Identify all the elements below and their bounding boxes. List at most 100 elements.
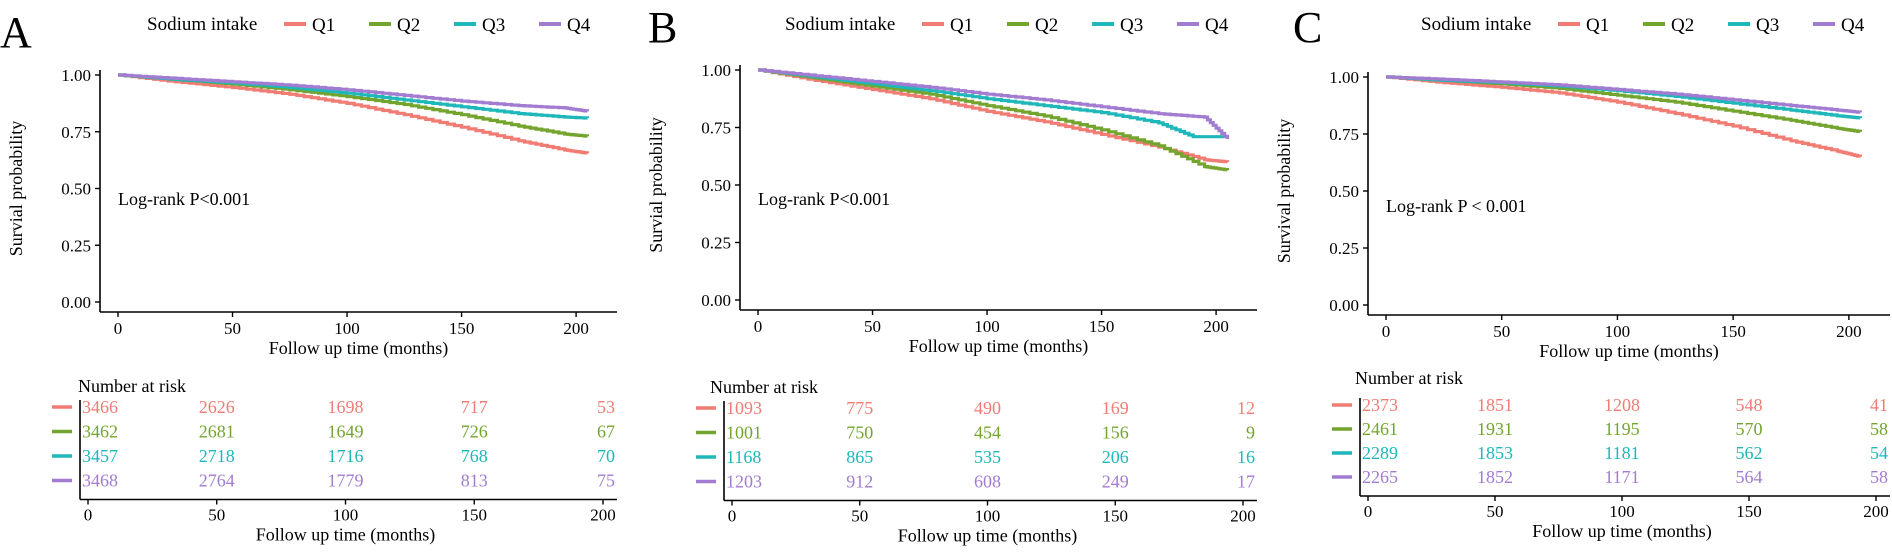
y-tick-label: 0.75 [701,119,731,138]
legend-label-q4: Q4 [1841,15,1865,36]
risk-value: 1698 [328,397,364,417]
risk-value: 169 [1102,398,1129,418]
curve-q1 [758,68,1230,164]
risk-value: 3468 [82,471,118,491]
log-rank-annotation: Log-rank P<0.001 [758,189,890,209]
risk-value: 2289 [1362,443,1398,463]
y-tick-label: 0.00 [61,293,91,312]
risk-value: 156 [1102,423,1129,443]
risk-value: 1195 [1604,419,1639,439]
risk-x-tick-label: 150 [462,506,488,525]
risk-x-axis-title: Follow up time (months) [256,525,436,546]
risk-value: 2764 [199,471,235,491]
risk-value: 726 [461,422,488,442]
curve-q3 [758,68,1228,139]
legend-title: Sodium intake [785,14,895,35]
risk-x-tick-label: 150 [1736,502,1762,521]
risk-value: 608 [974,472,1001,492]
risk-value: 54 [1870,443,1888,463]
risk-table-title: Number at risk [710,377,818,397]
x-tick-label: 100 [974,317,1000,336]
x-tick-label: 150 [1720,322,1746,341]
risk-value: 1853 [1477,443,1513,463]
risk-x-tick-label: 100 [1609,502,1635,521]
y-tick-label: 0.25 [1329,239,1359,258]
legend-label-q2: Q2 [1671,15,1694,36]
risk-x-tick-label: 50 [851,507,868,526]
x-tick-label: 100 [334,319,360,338]
risk-value: 535 [974,447,1001,467]
risk-value: 58 [1870,467,1888,487]
legend-label-q4: Q4 [1205,15,1229,36]
risk-value: 12 [1237,398,1255,418]
risk-x-tick-label: 200 [590,506,616,525]
x-tick-label: 0 [114,319,123,338]
legend-label-q3: Q3 [482,15,505,36]
curve-q4 [118,73,590,113]
x-axis-title: Follow up time (months) [1539,341,1719,362]
risk-x-tick-label: 0 [84,506,93,525]
risk-table-title: Number at risk [78,376,186,396]
y-tick-label: 1.00 [61,66,91,85]
y-tick-label: 0.75 [61,123,91,142]
y-tick-label: 0.25 [61,236,91,255]
curve-q4 [1386,75,1862,114]
risk-value: 1851 [1477,395,1513,415]
risk-value: 70 [597,446,615,466]
panel-c: C Sodium intake Q1 Q2 Q3 Q4 0.00 0.25 0.50 0.75 1.… [1274,3,1890,542]
legend-label-q1: Q1 [312,15,335,36]
risk-value: 717 [461,397,488,417]
risk-value: 564 [1736,467,1763,487]
risk-value: 2461 [1362,419,1398,439]
x-tick-label: 0 [1382,322,1391,341]
y-axis-title: Survial probability [6,121,26,256]
curve-q1 [118,73,590,155]
risk-value: 9 [1246,423,1255,443]
risk-value: 2265 [1362,467,1398,487]
risk-value: 865 [846,447,873,467]
risk-value: 1779 [328,471,364,491]
x-tick-label: 200 [1203,317,1229,336]
legend-title: Sodium intake [1421,14,1531,35]
risk-value: 1168 [726,447,761,467]
legend-label-q3: Q3 [1120,15,1143,36]
panel-label: C [1293,3,1322,52]
risk-value: 750 [846,423,873,443]
risk-table-title: Number at risk [1355,368,1463,388]
risk-value: 813 [461,471,488,491]
risk-value: 67 [597,422,615,442]
risk-value: 3466 [82,397,118,417]
risk-value: 1093 [726,398,762,418]
risk-value: 1001 [726,423,762,443]
x-tick-label: 0 [754,317,763,336]
y-tick-label: 1.00 [701,61,731,80]
risk-value: 1208 [1604,395,1640,415]
legend-label-q3: Q3 [1756,15,1779,36]
risk-value: 570 [1736,419,1763,439]
y-axis-title: Survial probability [646,117,666,252]
risk-x-tick-label: 50 [208,506,225,525]
risk-value: 16 [1237,447,1255,467]
x-axis-title: Follow up time (months) [909,336,1089,357]
risk-value: 1181 [1604,443,1639,463]
panel-label: B [648,3,677,52]
risk-x-tick-label: 100 [333,506,359,525]
panel-b: B Sodium intake Q1 Q2 Q3 Q4 0.00 0.25 0.50 0.75 1.… [646,3,1257,547]
legend-label-q2: Q2 [1035,15,1058,36]
y-tick-label: 0.75 [1329,125,1359,144]
legend-title: Sodium intake [147,14,257,35]
risk-x-tick-label: 0 [728,507,737,526]
legend-label-q1: Q1 [950,15,973,36]
x-tick-label: 200 [1836,322,1862,341]
legend-label-q4: Q4 [567,15,591,36]
risk-value: 490 [974,398,1001,418]
risk-value: 249 [1102,472,1129,492]
x-tick-label: 150 [449,319,475,338]
risk-value: 17 [1237,472,1255,492]
risk-x-tick-label: 0 [1364,502,1373,521]
x-axis-title: Follow up time (months) [269,338,449,359]
curve-q4 [758,68,1230,139]
risk-x-tick-label: 150 [1103,507,1129,526]
risk-value: 768 [461,446,488,466]
